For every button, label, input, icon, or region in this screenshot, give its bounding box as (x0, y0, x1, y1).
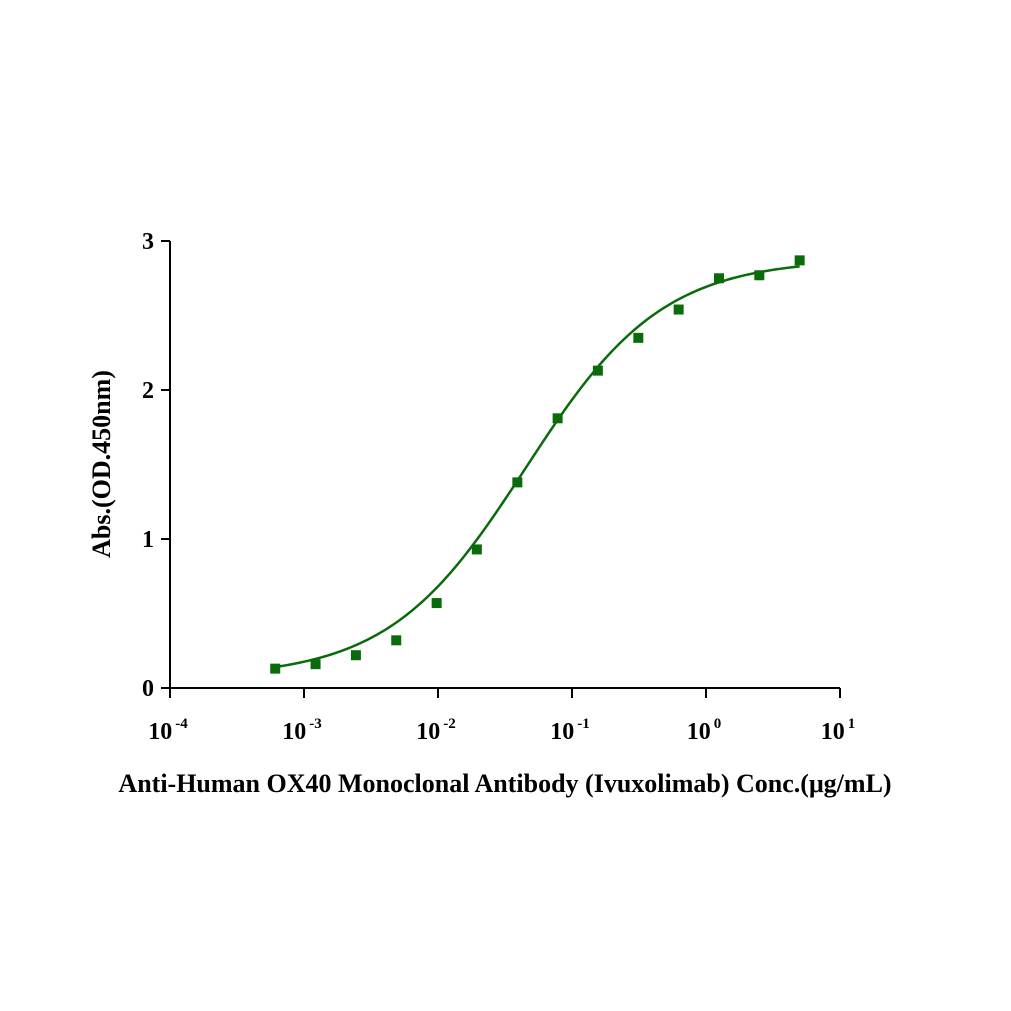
x-tick-label-exponent: -1 (577, 716, 590, 732)
x-axis-title: Anti-Human OX40 Monoclonal Antibody (Ivu… (118, 769, 891, 798)
x-tick-label: 10 -2 (416, 716, 456, 745)
y-ticks: 0 1 2 3 (142, 229, 170, 702)
data-point (391, 635, 402, 646)
data-point (592, 365, 603, 376)
y-tick-label: 1 (142, 527, 154, 553)
data-point (633, 332, 644, 343)
x-tick-label-base: 10 (550, 719, 574, 745)
x-tick-label-exponent: 1 (848, 716, 856, 732)
data-point (350, 650, 361, 661)
y-tick-label: 2 (142, 378, 154, 404)
x-tick-label-base: 10 (416, 719, 440, 745)
x-tick-label-base: 10 (687, 719, 711, 745)
x-tick-label: 10 -3 (282, 716, 322, 745)
x-tick-label-base: 10 (148, 719, 172, 745)
x-tick-label-base: 10 (282, 719, 306, 745)
data-point (310, 659, 321, 670)
data-point (754, 270, 765, 281)
data-point (713, 273, 724, 284)
x-tick-label: 10 1 (821, 716, 856, 745)
data-point (512, 477, 523, 488)
data-point (471, 544, 482, 555)
data-points (270, 255, 805, 674)
x-tick-label-exponent: -4 (175, 716, 188, 732)
x-tick-label-exponent: -2 (443, 716, 456, 732)
x-tick-label: 10 0 (687, 716, 722, 745)
data-point (270, 663, 281, 674)
x-tick-label-exponent: -3 (309, 716, 322, 732)
data-point (673, 304, 684, 315)
x-tick-label-exponent: 0 (714, 716, 722, 732)
x-ticks: 10 -4 10 -3 10 -2 10 -1 10 0 10 1 (148, 688, 855, 745)
y-tick-label: 3 (142, 229, 154, 255)
data-point (552, 413, 563, 424)
y-tick-label: 0 (142, 676, 154, 702)
x-tick-label-base: 10 (821, 719, 845, 745)
data-point (794, 255, 805, 266)
x-tick-label: 10 -4 (148, 716, 188, 745)
y-axis-title: Abs.(OD.450nm) (87, 370, 116, 558)
data-point (431, 598, 442, 609)
fit-curve (275, 265, 800, 669)
x-tick-label: 10 -1 (550, 716, 590, 745)
